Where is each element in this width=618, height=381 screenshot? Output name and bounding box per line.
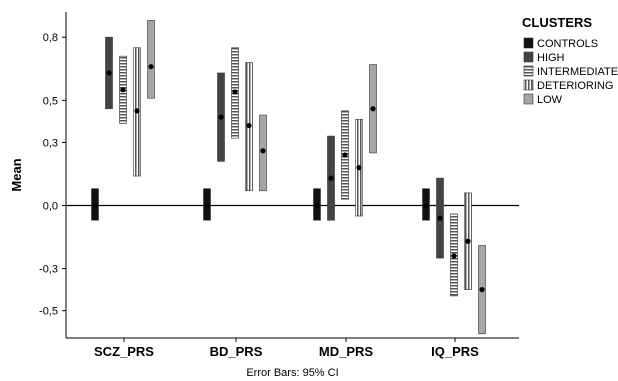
- mean-point-low: [148, 64, 154, 70]
- mean-point-intermediate: [232, 89, 238, 95]
- error-bar-low: [147, 20, 155, 99]
- labels-group: 0,8 0,5 0,3 0,0 -0,3 -0,5 SCZ_PRS BD_PRS MD_PRS I…: [9, 32, 479, 379]
- x-category-label: SCZ_PRS: [94, 344, 154, 359]
- mean-point-high: [106, 70, 112, 76]
- mean-point-intermediate: [342, 152, 348, 158]
- legend-label-intermediate: INTERMEDIATE: [537, 66, 618, 78]
- legend-swatch-low: [523, 93, 534, 105]
- y-tick-label: 0,5: [43, 95, 58, 107]
- legend-label-deterioring: DETERIORING: [537, 80, 613, 92]
- mean-point-high: [437, 215, 443, 221]
- axes-group: [62, 12, 519, 342]
- x-category-label: IQ_PRS: [431, 344, 479, 359]
- mean-point-low: [370, 106, 376, 112]
- mean-point-deterioring: [246, 122, 252, 129]
- error-bars-group: [91, 20, 486, 335]
- legend-swatch-high: [523, 51, 534, 63]
- mean-point-low: [479, 287, 485, 293]
- x-category-label: BD_PRS: [210, 344, 263, 359]
- mean-point-controls: [204, 202, 210, 209]
- mean-point-controls: [314, 202, 320, 209]
- y-tick-label: -0,3: [39, 264, 58, 276]
- legend-label-low: LOW: [537, 94, 563, 106]
- mean-point-deterioring: [134, 108, 140, 114]
- mean-point-high: [218, 114, 224, 120]
- y-tick-label: 0,0: [43, 200, 58, 212]
- y-tick-label: -0,5: [39, 306, 58, 318]
- mean-point-high: [328, 175, 334, 181]
- mean-point-low: [260, 148, 266, 154]
- x-category-label: MD_PRS: [319, 344, 374, 359]
- legend-title: CLUSTERS: [522, 15, 592, 30]
- y-axis-title: Mean: [9, 158, 24, 191]
- legend-label-controls: CONTROLS: [537, 38, 598, 50]
- legend-swatch-intermediate: [523, 65, 534, 77]
- y-tick-label: 0,8: [43, 32, 58, 44]
- mean-point-controls: [92, 202, 98, 209]
- legend-swatch-controls: [523, 37, 534, 49]
- error-bars-footnote: Error Bars: 95% CI: [246, 367, 338, 379]
- mean-point-deterioring: [465, 238, 471, 244]
- legend-label-high: HIGH: [537, 52, 565, 64]
- y-tick-label: 0,3: [43, 137, 58, 149]
- legend-swatch-deterioring: [523, 79, 534, 91]
- mean-point-controls: [423, 202, 429, 209]
- legend: CLUSTERS CONTROLS HIGH INTERMEDIATE DETERIOR…: [522, 15, 618, 106]
- mean-point-deterioring: [356, 165, 362, 171]
- mean-point-intermediate: [120, 87, 126, 93]
- mean-point-intermediate: [451, 253, 457, 259]
